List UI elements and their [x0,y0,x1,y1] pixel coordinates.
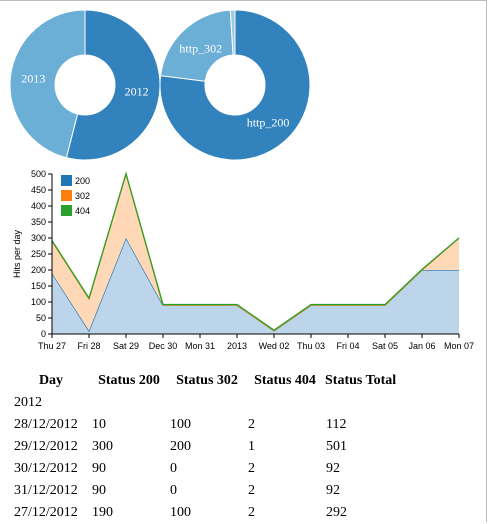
y-axis-label: Hits per day [12,229,22,278]
header-status-404: Status 404 [254,373,316,388]
cell-status-404: 2 [248,461,255,476]
donut-slice-label: http_200 [247,116,290,130]
cell-day: 29/12/2012 [14,439,78,454]
legend: 200 302 404 [61,175,90,216]
legend-label: 200 [75,176,90,186]
cell-status-302: 100 [170,417,191,432]
donut-chart-2: http_200 http_302 [159,9,311,161]
y-axis: 0 50 100 150 200 250 300 350 400 450 500 Hits per d… [12,169,53,339]
cell-status-404: 2 [248,483,255,498]
area-chart: 0 50 100 150 200 250 300 350 400 450 500 Hits per d… [12,169,474,351]
legend-swatch-302 [61,190,72,201]
cell-status-total: 112 [326,417,347,432]
legend-label: 302 [75,191,90,201]
cell-day: 27/12/2012 [14,505,78,520]
table-group-row: 2012 [12,392,397,414]
donut-slice [159,9,311,161]
donut-slice [229,9,236,56]
donut-slice [9,9,86,159]
header-status-total: Status Total [325,373,397,388]
cell-day: 30/12/2012 [14,461,78,476]
cell-status-302: 0 [170,483,177,498]
group-label: 2012 [14,395,42,410]
cell-status-200: 90 [92,483,106,498]
header-day: Day [38,373,64,388]
cell-day: 31/12/2012 [14,483,78,498]
donut-chart-1: 2012 2013 [9,9,161,161]
x-tick-label: Wed 02 [259,341,290,351]
cell-status-302: 0 [170,461,177,476]
charts-canvas: 2012 2013 http_200 http_302 0 50 100 150 200 250 3… [9,9,474,351]
donut-slice-label: http_302 [179,42,222,56]
header-status-200: Status 200 [98,373,160,388]
y-tick-label: 400 [31,201,46,211]
legend-swatch-200 [61,175,72,186]
x-tick-label: Mon 07 [444,341,474,351]
cell-status-404: 2 [248,505,255,520]
line-series-404 [51,171,460,331]
y-tick-label: 300 [31,233,46,243]
x-tick-label: Mon 31 [185,341,215,351]
cell-status-200: 10 [92,417,106,432]
cell-status-200: 90 [92,461,106,476]
status-table: Day Status 200 Status 302 Status 404 Sta… [12,370,397,524]
area-series-302 [52,174,459,331]
y-tick-label: 0 [41,329,46,339]
table-row: 28/12/2012 10 100 2 112 [12,414,397,436]
cell-status-200: 300 [92,439,113,454]
table-row: 29/12/2012 300 200 1 501 [12,436,397,458]
y-tick-label: 100 [31,297,46,307]
cell-status-302: 200 [170,439,191,454]
cell-status-total: 292 [326,505,347,520]
x-tick-label: Dec 30 [149,341,178,351]
x-tick-label: Fri 04 [336,341,359,351]
x-tick-label: Sat 29 [113,341,139,351]
cell-status-200: 190 [92,505,113,520]
x-axis: Thu 27 Fri 28 Sat 29 Dec 30 Mon 31 2013 Wed 02… [38,333,474,351]
x-tick-label: Thu 27 [38,341,66,351]
y-tick-label: 50 [36,313,46,323]
table-header-row: Day Status 200 Status 302 Status 404 Sta… [12,370,397,392]
x-tick-label: Fri 28 [77,341,100,351]
donut-slice [160,9,234,82]
donut-slice [65,9,161,161]
donut-slice-label: 2012 [125,85,149,99]
y-tick-label: 450 [31,185,46,195]
cell-status-404: 2 [248,417,255,432]
cell-status-total: 501 [326,439,347,454]
cell-status-302: 100 [170,505,191,520]
header-status-302: Status 302 [176,373,238,388]
cell-status-404: 1 [248,439,255,454]
cell-day: 28/12/2012 [14,417,78,432]
cell-status-total: 92 [326,483,340,498]
donut-slice-label: 2013 [21,71,45,85]
table-row: 30/12/2012 90 0 2 92 [12,458,397,480]
y-tick-label: 350 [31,217,46,227]
y-tick-label: 250 [31,249,46,259]
x-tick-label: Sat 05 [372,341,398,351]
x-tick-label: Thu 03 [297,341,325,351]
area-series-200 [52,238,459,334]
table-row: 31/12/2012 90 0 2 92 [12,480,397,502]
x-tick-label: Jan 06 [408,341,435,351]
legend-swatch-404 [61,205,72,216]
x-tick-label: 2013 [227,341,247,351]
table-row: 27/12/2012 190 100 2 292 [12,502,397,524]
cell-status-total: 92 [326,461,340,476]
y-tick-label: 150 [31,281,46,291]
legend-label: 404 [75,206,90,216]
y-tick-label: 500 [31,169,46,179]
y-tick-label: 200 [31,265,46,275]
